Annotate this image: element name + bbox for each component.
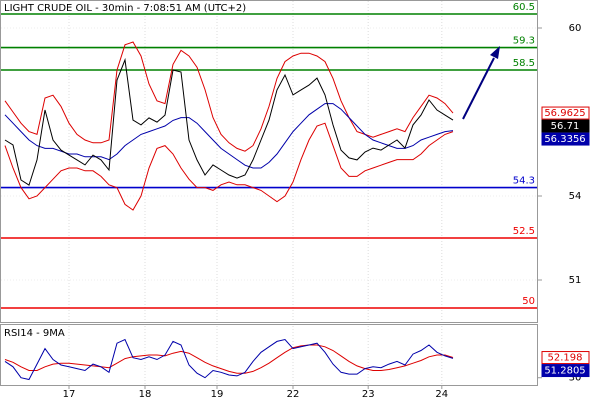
level-label: 52.5 [513, 226, 535, 237]
level-label: 54.3 [513, 176, 535, 187]
x-tick-label: 18 [139, 389, 152, 400]
level-label: 50 [522, 296, 535, 307]
level-label: 58.5 [513, 58, 535, 69]
x-tick-label: 17 [63, 389, 76, 400]
level-label: 59.3 [513, 36, 535, 47]
level-label: 60.5 [513, 2, 535, 13]
rsi-title: RSI14 - 9MA [4, 328, 65, 339]
series-line [4, 57, 454, 186]
series-line [4, 338, 454, 381]
x-tick-label: 23 [362, 389, 375, 400]
price-panel-frame [0, 0, 538, 323]
x-tick-label: 22 [287, 389, 300, 400]
value-box [541, 364, 590, 378]
x-tick-label: 19 [211, 389, 224, 400]
chart-title: LIGHT CRUDE OIL - 30min - 7:08:51 AM (UT… [4, 3, 246, 14]
value-box-label: 56.71 [551, 121, 580, 132]
series-line [4, 344, 454, 374]
y-tick-label: 54 [569, 191, 582, 202]
y-tick-label: 51 [569, 275, 582, 286]
trend-arrow-head [490, 46, 500, 59]
y-tick-label: 30 [569, 373, 582, 384]
series-line [4, 122, 454, 211]
series-line [4, 103, 454, 169]
value-box [541, 119, 590, 133]
value-box-label: 56.3356 [544, 134, 585, 145]
value-box-label: 52.198 [548, 353, 583, 364]
value-box [541, 106, 590, 120]
rsi-panel-frame [0, 324, 538, 386]
value-box [541, 132, 590, 146]
series-line [4, 41, 454, 152]
value-box-label: 56.9625 [544, 108, 585, 119]
value-box [541, 351, 590, 365]
y-tick-label: 60 [569, 23, 582, 34]
trend-arrow [462, 57, 495, 120]
x-tick-label: 24 [435, 389, 448, 400]
value-box-label: 51.2805 [544, 366, 585, 377]
